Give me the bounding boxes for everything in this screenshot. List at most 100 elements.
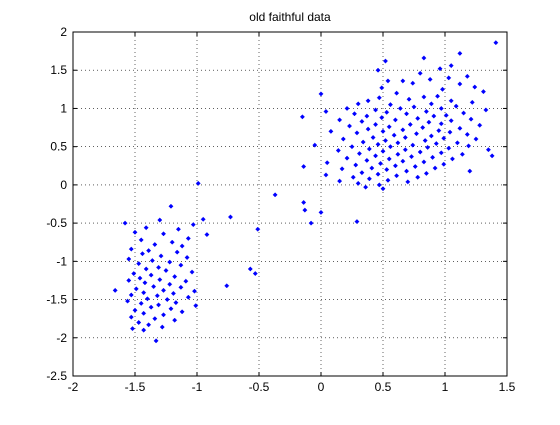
- data-point: [379, 85, 385, 91]
- y-tick-label: -0.5: [46, 216, 67, 230]
- data-point: [193, 303, 199, 309]
- data-point: [435, 93, 441, 99]
- data-point: [167, 281, 173, 287]
- data-point: [485, 147, 491, 153]
- data-point: [467, 168, 473, 174]
- data-point: [148, 304, 154, 310]
- data-point: [204, 232, 210, 238]
- data-point: [380, 148, 386, 154]
- data-point: [373, 122, 379, 127]
- data-point: [394, 173, 400, 179]
- data-point: [169, 239, 175, 245]
- data-point: [156, 302, 162, 308]
- data-point: [417, 70, 423, 76]
- data-point: [405, 179, 411, 185]
- data-point: [132, 307, 138, 313]
- data-point: [365, 98, 371, 104]
- data-point: [161, 312, 167, 318]
- data-point: [351, 111, 357, 117]
- data-point: [453, 103, 459, 109]
- data-point: [340, 136, 346, 142]
- data-point: [376, 182, 382, 188]
- data-point: [130, 326, 136, 332]
- data-point: [379, 115, 385, 121]
- y-tick-label: 0: [60, 178, 67, 192]
- data-point: [422, 138, 428, 144]
- data-point: [184, 255, 190, 260]
- data-point: [400, 127, 406, 133]
- data-point: [457, 125, 463, 131]
- data-point: [376, 95, 382, 101]
- data-point: [431, 113, 437, 119]
- data-point: [402, 135, 408, 140]
- data-point: [449, 156, 455, 162]
- data-point: [366, 176, 372, 182]
- data-point: [179, 243, 185, 249]
- axes-box: [72, 31, 508, 377]
- data-point: [359, 170, 365, 176]
- data-point: [356, 151, 362, 157]
- data-point: [392, 117, 398, 123]
- data-point: [411, 104, 417, 110]
- y-tick-label: 1.5: [50, 63, 67, 77]
- data-point: [318, 91, 324, 97]
- data-point: [137, 275, 143, 281]
- data-point: [400, 78, 406, 84]
- data-point: [178, 262, 184, 268]
- data-point: [126, 256, 132, 262]
- data-point: [247, 266, 253, 272]
- data-point: [457, 50, 463, 56]
- data-point: [154, 293, 160, 299]
- x-tick-label: 1: [442, 380, 449, 394]
- data-point: [353, 162, 359, 168]
- data-point: [178, 284, 184, 290]
- data-point: [172, 274, 178, 280]
- data-point: [364, 113, 370, 119]
- data-point: [175, 226, 181, 232]
- data-point: [164, 297, 170, 303]
- x-tick-label: -0.5: [249, 380, 270, 394]
- data-point: [149, 258, 155, 264]
- x-tick-label: -1: [192, 380, 203, 394]
- data-point: [136, 320, 142, 325]
- data-point: [132, 229, 138, 235]
- data-point: [446, 75, 452, 81]
- data-point: [394, 90, 400, 96]
- data-point: [224, 283, 230, 289]
- data-point: [151, 284, 157, 290]
- data-point: [308, 220, 314, 226]
- data-point: [354, 130, 360, 136]
- data-point: [384, 109, 390, 115]
- data-point: [423, 170, 429, 176]
- data-point: [192, 288, 198, 294]
- data-point: [355, 180, 361, 186]
- data-point: [459, 151, 465, 157]
- data-point: [386, 156, 392, 162]
- data-point: [337, 178, 343, 184]
- data-point: [421, 94, 427, 100]
- data-point: [179, 309, 185, 315]
- y-tick-label: -2.5: [46, 369, 67, 383]
- data-point: [148, 272, 154, 278]
- data-point: [299, 114, 305, 120]
- x-tick-label: -1.5: [125, 380, 146, 394]
- data-point: [183, 278, 189, 284]
- ticks: -2 -1.5 -1 -0.5 0 0.5 1 1.5-2.5-2-1.5-1-0.500.5…: [46, 25, 515, 394]
- data-point: [386, 124, 392, 130]
- data-point: [409, 154, 415, 160]
- data-point: [156, 264, 162, 270]
- data-point: [448, 98, 454, 104]
- y-tick-label: -2: [56, 331, 67, 345]
- data-point: [425, 144, 431, 150]
- data-point: [369, 165, 375, 171]
- data-point: [159, 324, 165, 330]
- data-point: [457, 81, 463, 87]
- data-point: [391, 132, 397, 138]
- data-point: [412, 164, 418, 170]
- data-point: [433, 141, 439, 147]
- data-point: [174, 249, 180, 255]
- data-point: [125, 298, 131, 304]
- data-point: [347, 123, 353, 129]
- data-point: [133, 286, 139, 292]
